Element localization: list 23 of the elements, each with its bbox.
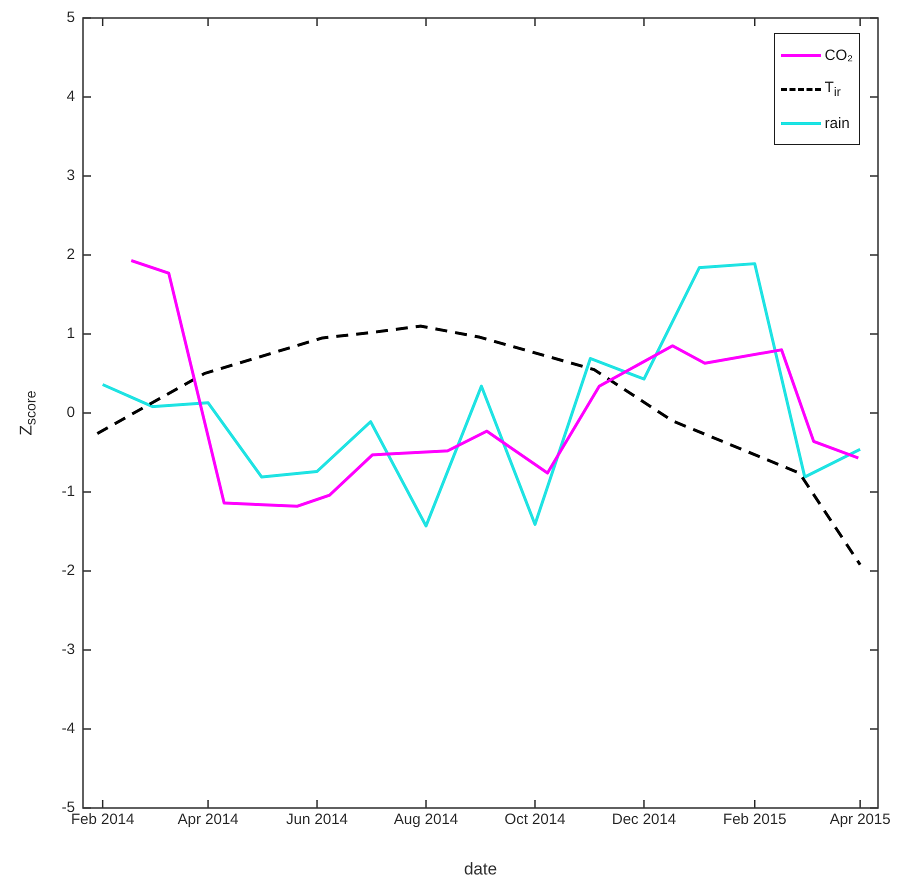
y-tick-label: -1: [62, 483, 75, 500]
legend-label: rain: [824, 114, 850, 132]
y-tick-label: 2: [66, 246, 75, 264]
x-tick-label: Apr 2015: [830, 811, 891, 828]
legend-label: CO₂: [824, 46, 853, 64]
x-tick-label: Aug 2014: [394, 811, 458, 828]
y-tick-label: 0: [66, 404, 75, 422]
x-tick-label: Feb 2015: [723, 811, 786, 828]
x-tick-label: Feb 2014: [70, 811, 134, 828]
y-tick-label: 4: [66, 88, 75, 106]
x-tick-label: Apr 2014: [178, 811, 238, 828]
y-tick-label: 1: [66, 325, 75, 342]
x-axis-title: date: [464, 859, 498, 878]
y-tick-label: -2: [62, 562, 75, 580]
y-tick-label: -3: [62, 641, 75, 658]
y-tick-label: 5: [66, 9, 75, 26]
y-tick-label: -4: [62, 720, 75, 738]
line-series: [96, 324, 862, 566]
y-tick-label: 3: [66, 167, 75, 184]
x-tick-label: Oct 2014: [504, 811, 566, 828]
x-tick-label: Dec 2014: [612, 811, 676, 828]
legend-label: T$_{ir}$: [824, 79, 841, 99]
x-tick-label: Jun 2014: [286, 811, 348, 828]
